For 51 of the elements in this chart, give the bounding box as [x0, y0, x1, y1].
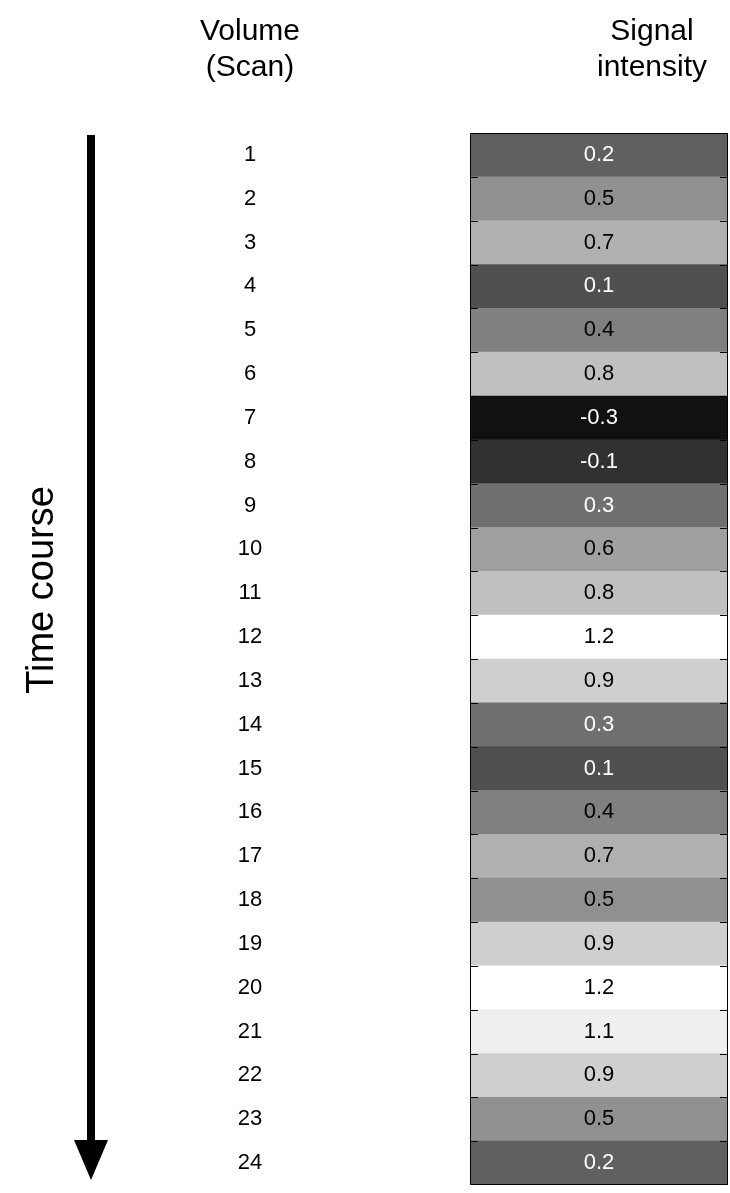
y-tick-label: 21 [237, 1017, 263, 1043]
y-tick-label: 9 [243, 491, 257, 517]
y-tick-label: 13 [237, 666, 263, 692]
data-label: -0.1 [580, 447, 618, 473]
y-tick-label: 22 [237, 1061, 263, 1087]
data-label: 0.3 [583, 491, 615, 517]
data-label: 0.8 [583, 579, 615, 605]
y-tick-label: 17 [237, 842, 263, 868]
data-label: 0.7 [583, 842, 615, 868]
x-axis-title: Signal intensity [595, 12, 709, 84]
data-label: 0.5 [583, 1105, 615, 1131]
y-tick-label: 15 [237, 754, 263, 780]
y-tick-label: 14 [237, 710, 263, 736]
y-tick-label: 20 [237, 973, 263, 999]
y-tick-label: 7 [243, 403, 257, 429]
y-tick-label: 11 [238, 579, 262, 605]
text: Volume (Scan) [198, 12, 302, 84]
data-label: 0.5 [583, 184, 615, 210]
y-tick-label: 2 [243, 184, 257, 210]
y-tick-label: 8 [243, 447, 257, 473]
data-label: 1.2 [583, 623, 615, 649]
y-tick-label: 4 [243, 272, 257, 298]
y-tick-label: 10 [237, 535, 263, 561]
data-label: 0.7 [583, 228, 615, 254]
y-tick-label: 19 [237, 929, 263, 955]
y-tick-label: 18 [237, 886, 263, 912]
data-label: 0.9 [583, 1061, 615, 1087]
y-tick-label: 3 [243, 228, 257, 254]
data-label: 0.9 [583, 929, 615, 955]
data-label: 0.4 [583, 316, 615, 342]
data-label: 0.5 [583, 886, 615, 912]
y-axis-title: Time course [18, 486, 62, 694]
data-label: 1.2 [583, 973, 615, 999]
data-label: 0.9 [583, 666, 615, 692]
data-label: 0.1 [583, 272, 615, 298]
data-label: 0.2 [583, 140, 615, 166]
y-tick-label: 12 [237, 623, 263, 649]
data-label: 0.3 [583, 710, 615, 736]
y-tick-label: 1 [243, 140, 257, 166]
y-tick-label: 6 [243, 360, 257, 386]
data-label: -0.3 [580, 403, 618, 429]
data-label: 0.1 [583, 754, 615, 780]
data-label: 0.4 [583, 798, 615, 824]
y-tick-label: 23 [237, 1105, 263, 1131]
y-tick-label: 16 [237, 798, 263, 824]
data-label: 1.1 [583, 1017, 615, 1043]
data-label: 0.6 [583, 535, 615, 561]
data-label: 0.8 [583, 360, 615, 386]
y-tick-label: 24 [237, 1149, 263, 1175]
data-label: 0.2 [583, 1149, 615, 1175]
y-tick-label: 5 [243, 316, 257, 342]
